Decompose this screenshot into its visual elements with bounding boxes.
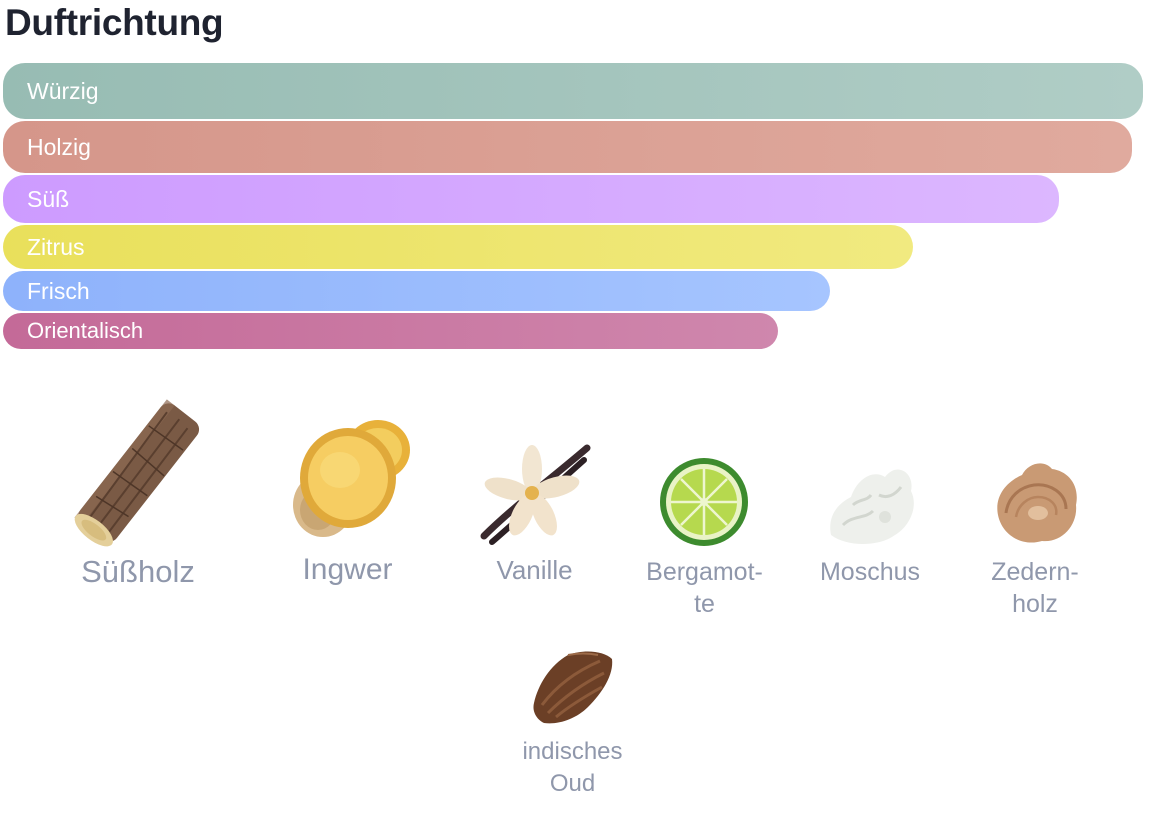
scent-bar-label: Süß xyxy=(27,185,70,212)
cedarwood-icon xyxy=(996,463,1077,543)
scent-bar-label: Orientalisch xyxy=(27,318,144,343)
ginger-icon xyxy=(292,420,410,537)
scent-bar-label: Zitrus xyxy=(27,233,85,260)
scent-bar-label: Frisch xyxy=(27,277,90,304)
note-ingwer: Ingwer xyxy=(260,410,435,586)
note-label: te xyxy=(694,590,715,618)
vanilla-icon xyxy=(480,444,591,545)
scent-bar-frisch: Frisch xyxy=(3,271,830,311)
note-label: holz xyxy=(1012,590,1058,618)
scent-bar-holzig: Holzig xyxy=(3,121,1132,173)
scent-bar-label: Holzig xyxy=(27,133,91,160)
section-title: Duftrichtung xyxy=(5,2,224,43)
scent-bar-wuerzig: Würzig xyxy=(3,63,1143,119)
scent-bar-label: Würzig xyxy=(27,77,99,104)
note-label: Süßholz xyxy=(81,554,195,589)
scent-bar-suess: Süß xyxy=(3,175,1059,223)
note-indisches-oud: indisches Oud xyxy=(500,645,645,800)
licorice-root-icon xyxy=(74,399,200,547)
oud-icon xyxy=(532,651,612,724)
note-label: Bergamot- xyxy=(646,558,763,586)
bergamot-icon xyxy=(660,458,748,546)
note-bergamotte: Bergamot- te xyxy=(632,455,777,620)
note-zedernholz: Zedern- holz xyxy=(965,455,1105,620)
note-label: Oud xyxy=(549,770,596,797)
musk-icon xyxy=(829,469,914,544)
note-label: indisches xyxy=(522,738,623,765)
scent-bar-zitrus: Zitrus xyxy=(3,225,913,269)
note-label: Ingwer xyxy=(302,553,393,586)
note-label: Moschus xyxy=(819,558,921,586)
scent-bar-orientalisch: Orientalisch xyxy=(3,313,778,349)
note-label: Vanille xyxy=(496,555,573,585)
note-label: Zedern- xyxy=(991,558,1079,586)
note-vanille: Vanille xyxy=(462,438,607,586)
note-moschus: Moschus xyxy=(800,455,940,588)
note-suessholz: Süßholz xyxy=(48,392,228,588)
